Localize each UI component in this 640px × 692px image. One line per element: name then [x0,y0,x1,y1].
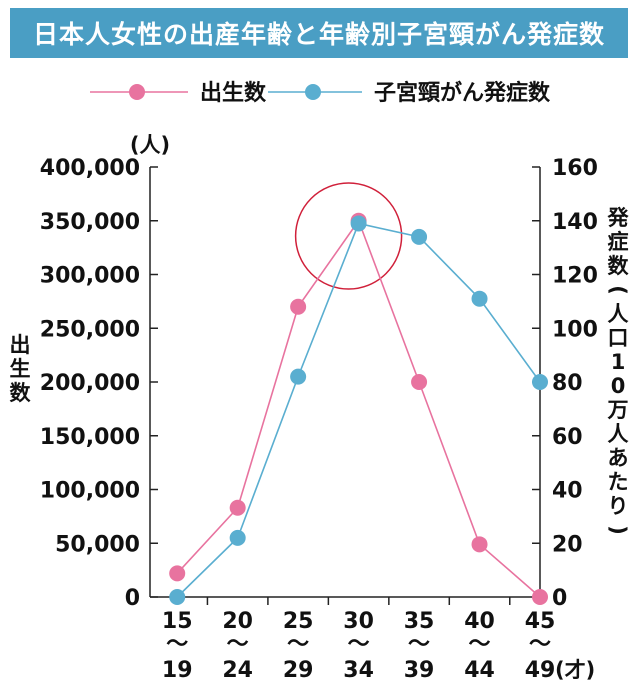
series-point-cancer-incidence [411,228,428,245]
right-axis-title-char: 人 [608,422,629,446]
x-tick-tilde: ～ [348,632,370,657]
left-tick-label: 200,000 [40,371,140,396]
left-tick-label: 300,000 [40,264,140,289]
series-point-cancer-incidence [532,374,548,390]
right-axis-title-char: 発 [607,206,630,230]
x-tick-label-end: 44 [464,658,495,683]
x-tick-tilde: ～ [529,632,551,657]
right-axis-title-char: 1 [611,350,626,374]
x-tick-label-start: 30 [343,609,374,634]
right-tick-label: 160 [552,156,598,181]
legend-marker [305,84,321,100]
x-tick-tilde: ～ [408,632,430,657]
right-axis-title-char: 人 [608,302,629,326]
x-tick-label-end: 29 [283,658,314,683]
right-tick-label: 120 [552,264,598,289]
right-tick-label: 140 [552,210,598,235]
right-axis-title-char: 数 [608,254,630,278]
series-point-cancer-incidence [169,589,186,605]
left-axis-title-char: 数 [10,381,32,405]
series-point-births [290,298,307,315]
legend-label: 子宮頸がん発症数 [374,80,551,106]
right-tick-label: 80 [552,371,583,396]
right-tick-label: 0 [552,586,567,611]
left-tick-label: 400,000 [40,156,140,181]
right-axis-title-char: ( [606,285,630,295]
right-axis-title-char: あ [608,446,629,470]
series-point-cancer-incidence [290,368,307,385]
left-tick-label: 350,000 [40,210,140,235]
x-tick-label-start: 45 [525,609,556,634]
legend-label: 出生数 [200,80,267,106]
x-tick-tilde: ～ [166,632,188,657]
x-tick-label-end: 24 [222,658,253,683]
x-tick-label-start: 15 [162,609,193,634]
series-point-births [411,374,428,390]
right-axis-title-char: 万 [607,398,629,422]
right-axis-title-char: り [608,494,629,518]
right-tick-label: 100 [552,317,598,342]
left-axis-title-char: 出 [10,333,31,357]
right-tick-label: 20 [552,532,583,557]
left-axis-title-char: 生 [10,357,31,381]
legend-marker [129,84,145,100]
x-tick-label-end: 34 [343,658,374,683]
x-tick-tilde: ～ [469,632,491,657]
right-axis-title-char: た [608,470,629,494]
x-tick-tilde: ～ [227,632,249,657]
series-point-cancer-incidence [229,529,246,546]
peak-highlight-circle [294,182,403,290]
x-tick-label-end: 19 [162,658,193,683]
right-tick-label: 40 [552,479,583,504]
x-tick-label-end: 49 [525,658,556,683]
series-point-births [229,499,246,516]
series-point-cancer-incidence [350,215,367,232]
right-axis-title-char: 0 [611,374,626,398]
left-tick-label: 0 [125,586,140,611]
chart-title: 日本人女性の出産年齢と年齢別子宮頸がん発症数 [10,8,628,58]
series-point-births [169,565,186,582]
x-axis-unit: (才) [555,658,595,682]
x-tick-label-start: 20 [222,609,253,634]
left-tick-label: 250,000 [40,317,140,342]
series-point-cancer-incidence [471,290,488,307]
right-axis-title-char: 口 [608,326,629,350]
x-tick-label-end: 39 [404,658,435,683]
series-point-births [532,589,548,605]
x-tick-label-start: 25 [283,609,314,634]
left-tick-label: 50,000 [55,532,140,557]
right-axis-title-char: 症 [608,230,629,254]
x-tick-label-start: 35 [404,609,435,634]
series-point-births [471,536,488,553]
x-tick-tilde: ～ [287,632,309,657]
left-tick-label: 150,000 [40,425,140,450]
right-tick-label: 60 [552,425,583,450]
right-axis-title-char: ) [606,525,630,535]
left-axis-unit: (人) [130,133,170,157]
x-tick-label-start: 40 [464,609,495,634]
left-tick-label: 100,000 [40,479,140,504]
